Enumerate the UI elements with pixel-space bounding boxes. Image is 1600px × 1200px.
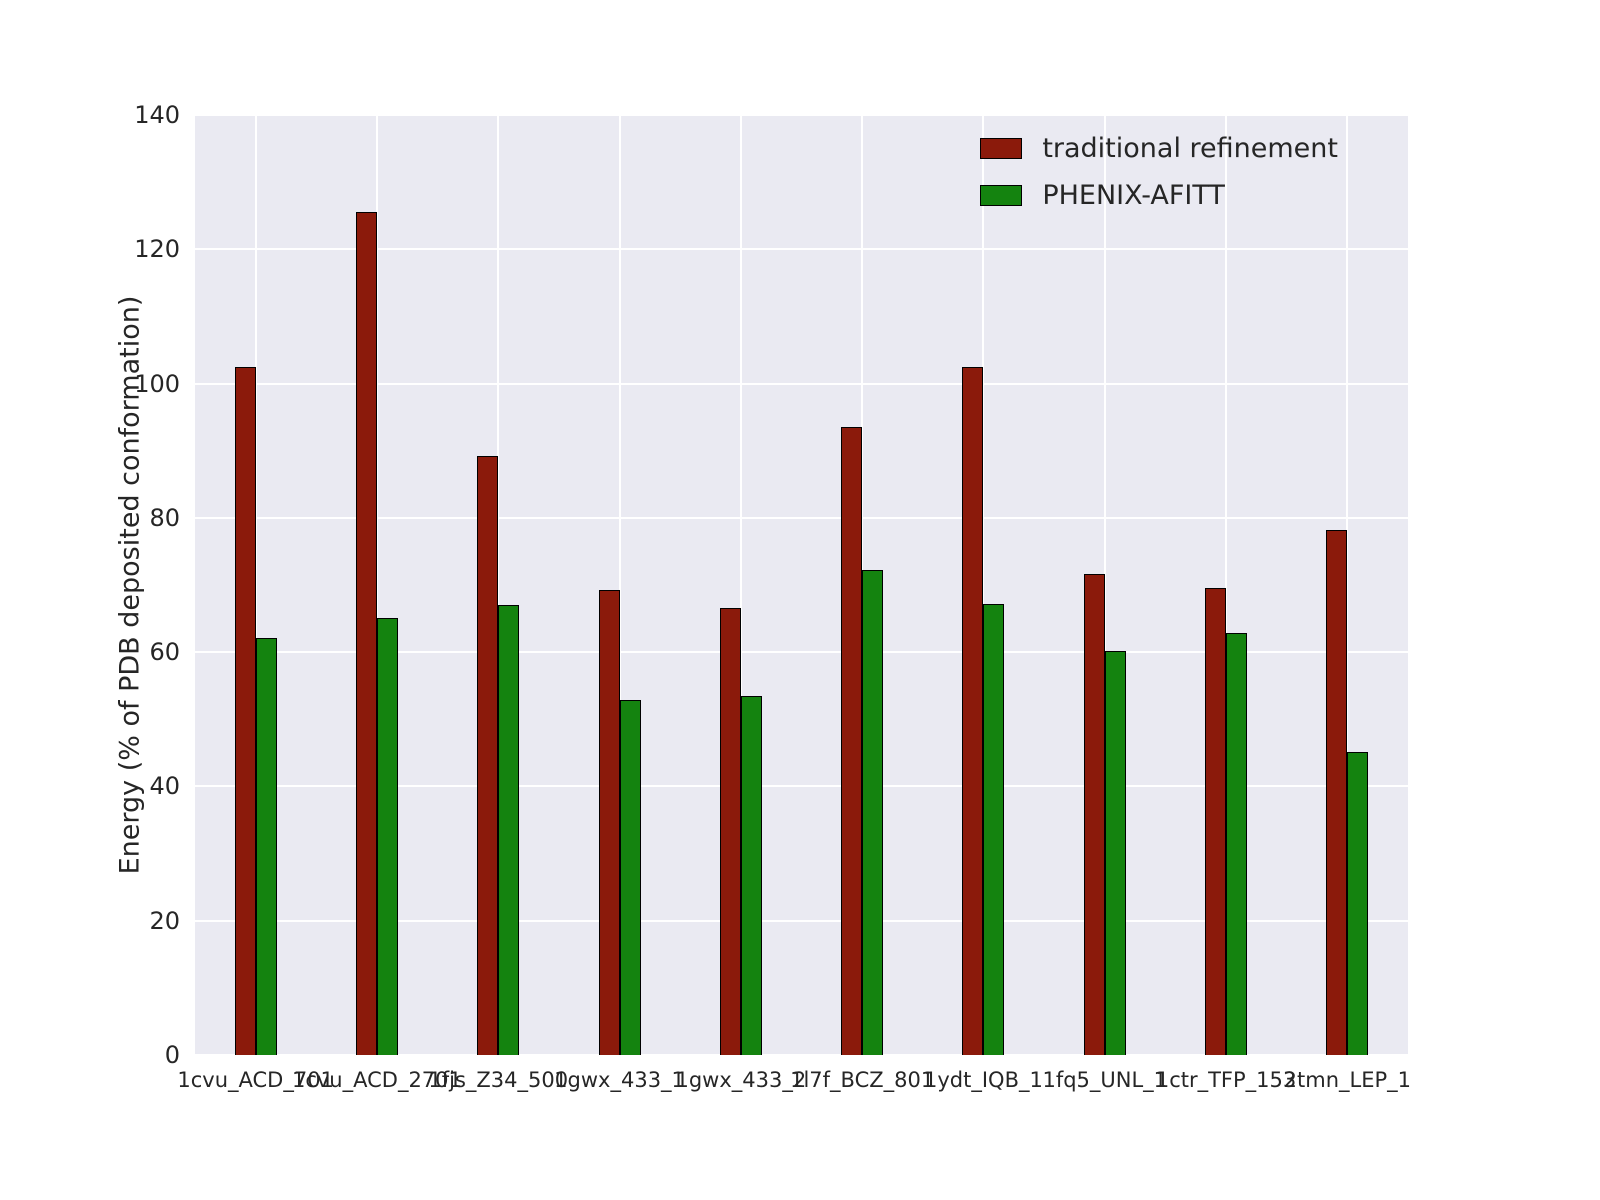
bar-traditional-refinement-1gwx_433_2 — [719, 607, 741, 1055]
bar-traditional-refinement-1cvu_ACD_701 — [234, 367, 256, 1055]
horizontal-gridline — [195, 382, 1408, 385]
bar-phenix-afitt-1ctr_TFP_153 — [1226, 632, 1248, 1055]
vertical-gridline — [375, 115, 378, 1055]
legend-item-traditional-refinement: traditional refinement — [980, 133, 1338, 164]
bar-traditional-refinement-1fq5_UNL_1 — [1083, 574, 1105, 1055]
y-tick-label: 40 — [149, 772, 180, 801]
bar-traditional-refinement-1l7f_BCZ_801 — [841, 427, 863, 1055]
bar-phenix-afitt-1gwx_433_2 — [740, 695, 762, 1055]
vertical-gridline — [1225, 115, 1228, 1055]
x-tick-label-2tmn_LEP_1: 2tmn_LEP_1 — [1283, 1068, 1412, 1092]
horizontal-gridline — [195, 516, 1408, 519]
x-tick-label-1l7f_BCZ_801: 1l7f_BCZ_801 — [790, 1068, 935, 1092]
bar-traditional-refinement-1ctr_TFP_153 — [1205, 587, 1227, 1055]
bar-phenix-afitt-1ydt_IQB_1 — [983, 603, 1005, 1055]
horizontal-gridline — [195, 919, 1408, 922]
vertical-gridline — [982, 115, 985, 1055]
y-tick-label: 80 — [149, 503, 180, 532]
legend: traditional refinement PHENIX-AFITT — [980, 133, 1338, 211]
vertical-gridline — [1346, 115, 1349, 1055]
horizontal-gridline — [195, 114, 1408, 116]
bar-phenix-afitt-1gwx_433_1 — [619, 699, 641, 1055]
horizontal-gridline — [195, 651, 1408, 654]
vertical-gridline — [618, 115, 621, 1055]
legend-label-phenix-afitt: PHENIX-AFITT — [1042, 180, 1225, 211]
y-axis-ticks: 0 20 40 60 80 100 120 140 — [0, 101, 180, 1069]
legend-swatch-traditional-refinement — [980, 138, 1023, 159]
y-tick-label: 20 — [149, 906, 180, 935]
x-axis-ticks: 1cvu_ACD_701 1cvu_ACD_2701 1fjs_Z34_500 1gw… — [177, 1068, 1412, 1098]
bar-phenix-afitt-1fq5_UNL_1 — [1104, 651, 1126, 1055]
y-tick-label: 140 — [134, 101, 180, 129]
bar-phenix-afitt-1cvu_ACD_2701 — [376, 617, 398, 1055]
x-tick-label-1fq5_UNL_1: 1fq5_UNL_1 — [1042, 1068, 1168, 1092]
plot-area: traditional refinement PHENIX-AFITT — [195, 114, 1408, 1056]
vertical-gridline — [254, 115, 257, 1055]
vertical-gridline — [497, 115, 500, 1055]
bar-traditional-refinement-1ydt_IQB_1 — [962, 367, 984, 1055]
bar-phenix-afitt-2tmn_LEP_1 — [1347, 752, 1369, 1055]
y-tick-label: 60 — [149, 638, 180, 667]
bar-phenix-afitt-1l7f_BCZ_801 — [862, 569, 884, 1055]
x-tick-label-1cvu_ACD_2701: 1cvu_ACD_2701 — [291, 1068, 462, 1092]
x-tick-label-1ydt_IQB_1: 1ydt_IQB_1 — [924, 1068, 1043, 1092]
bar-phenix-afitt-1fjs_Z34_500 — [498, 605, 520, 1055]
horizontal-gridline — [195, 248, 1408, 251]
y-tick-label: 0 — [164, 1041, 180, 1069]
x-tick-label-1gwx_433_1: 1gwx_433_1 — [554, 1068, 685, 1092]
y-tick-label: 100 — [134, 369, 180, 398]
x-tick-label-1cvu_ACD_701: 1cvu_ACD_701 — [177, 1068, 334, 1092]
bar-traditional-refinement-1fjs_Z34_500 — [477, 456, 499, 1055]
legend-item-phenix-afitt: PHENIX-AFITT — [980, 180, 1338, 211]
horizontal-gridline — [195, 785, 1408, 788]
vertical-gridline — [739, 115, 742, 1055]
legend-label-traditional-refinement: traditional refinement — [1042, 133, 1338, 164]
horizontal-gridline — [195, 1054, 1408, 1056]
bar-traditional-refinement-1gwx_433_1 — [598, 590, 620, 1055]
x-tick-label-1ctr_TFP_153: 1ctr_TFP_153 — [1155, 1068, 1297, 1092]
x-tick-label-1gwx_433_2: 1gwx_433_2 — [675, 1068, 807, 1092]
bar-traditional-refinement-1cvu_ACD_2701 — [355, 212, 377, 1055]
bar-phenix-afitt-1cvu_ACD_701 — [255, 638, 277, 1055]
vertical-gridline — [1103, 115, 1106, 1055]
y-tick-label: 120 — [134, 235, 180, 264]
legend-swatch-phenix-afitt — [980, 185, 1023, 206]
bar-traditional-refinement-2tmn_LEP_1 — [1326, 529, 1348, 1055]
x-tick-label-1fjs_Z34_500: 1fjs_Z34_500 — [428, 1068, 569, 1092]
